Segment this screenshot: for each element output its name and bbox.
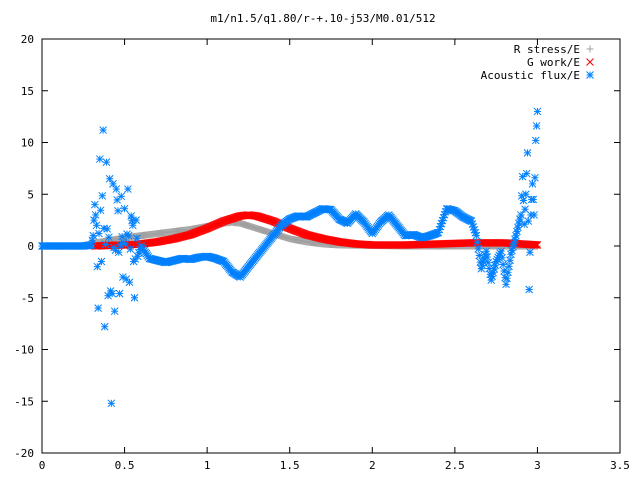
data-point [517, 211, 525, 219]
data-point [114, 206, 122, 215]
data-point [533, 241, 542, 249]
legend-label: R stress/E [514, 43, 580, 56]
data-point [127, 212, 136, 220]
data-point [99, 126, 107, 134]
data-point [473, 238, 482, 247]
data-point [529, 195, 538, 204]
data-point [497, 247, 505, 256]
axis-ticks: 0 0.5 1 1.5 2 2.5 3 3.5 20 15 10 5 0 -5 -10 -15 -20 [14, 33, 630, 472]
data-point [124, 231, 133, 240]
legend-marker [586, 58, 594, 66]
data-point [472, 231, 481, 240]
data-point [531, 136, 540, 145]
data-point [121, 240, 130, 248]
series-2 [38, 107, 542, 408]
data-point [518, 172, 527, 181]
data-point [112, 185, 121, 193]
data-point [94, 304, 103, 312]
y-tick-label: 15 [21, 85, 34, 98]
x-tick-label: 3 [534, 459, 541, 472]
y-tick-label: 5 [27, 188, 34, 201]
legend-label: G work/E [527, 56, 580, 69]
data-point [107, 399, 116, 408]
data-point [126, 245, 135, 253]
data-point [520, 220, 529, 229]
legend-label: Acoustic flux/E [481, 69, 580, 82]
data-point [132, 216, 140, 224]
data-point [525, 285, 534, 294]
legend-marker [586, 71, 594, 79]
data-point [92, 221, 101, 230]
data-point [528, 180, 537, 188]
y-tick-label: 0 [27, 240, 34, 253]
data-point [95, 155, 104, 163]
data-point [530, 240, 539, 249]
data-point [519, 196, 528, 205]
x-tick-label: 2 [369, 459, 376, 472]
y-tick-label: 10 [21, 137, 34, 150]
data-point [96, 206, 105, 215]
data-point [502, 280, 510, 289]
data-point [474, 245, 483, 253]
data-point [115, 289, 124, 298]
series-1 [90, 211, 542, 250]
series-layer [38, 107, 542, 408]
data-point [124, 185, 132, 193]
data-point [100, 322, 109, 331]
data-point [130, 293, 139, 302]
data-point [102, 158, 111, 167]
y-tick-label: -15 [14, 395, 34, 408]
data-point [530, 211, 538, 219]
data-point [103, 225, 112, 233]
data-point [88, 236, 97, 245]
data-point [524, 217, 533, 226]
data-point [117, 192, 126, 201]
data-point [108, 289, 117, 298]
x-tick-label: 0 [39, 459, 46, 472]
data-point [499, 260, 507, 269]
data-point [125, 278, 134, 287]
x-tick-label: 2.5 [445, 459, 465, 472]
data-point [526, 248, 534, 257]
data-point [531, 240, 540, 249]
data-point [98, 191, 107, 200]
data-point [522, 169, 531, 178]
y-tick-label: -5 [21, 292, 34, 305]
data-point [498, 253, 506, 262]
data-point [516, 215, 524, 223]
x-tick-label: 1.5 [280, 459, 300, 472]
data-point [110, 307, 119, 316]
chart-title: m1/n1.5/q1.80/r-+.10-j53/M0.01/512 [210, 12, 435, 25]
data-point [120, 204, 129, 213]
data-point [97, 257, 106, 266]
y-tick-label: -20 [14, 447, 34, 460]
data-point [531, 173, 539, 182]
legend-marker [586, 45, 594, 53]
data-point [93, 262, 102, 271]
data-point [105, 233, 113, 242]
data-point [118, 232, 126, 241]
y-tick-label: 20 [21, 33, 34, 46]
data-point [523, 148, 532, 157]
x-tick-label: 0.5 [115, 459, 135, 472]
data-point [114, 248, 123, 257]
y-tick-label: -10 [14, 344, 34, 357]
data-point [532, 122, 541, 130]
x-tick-label: 1 [204, 459, 211, 472]
data-point [533, 107, 542, 116]
data-point [517, 191, 526, 200]
data-point [101, 240, 110, 249]
x-tick-label: 3.5 [610, 459, 630, 472]
data-point [87, 241, 96, 249]
data-point [532, 241, 541, 249]
data-point [133, 234, 141, 243]
